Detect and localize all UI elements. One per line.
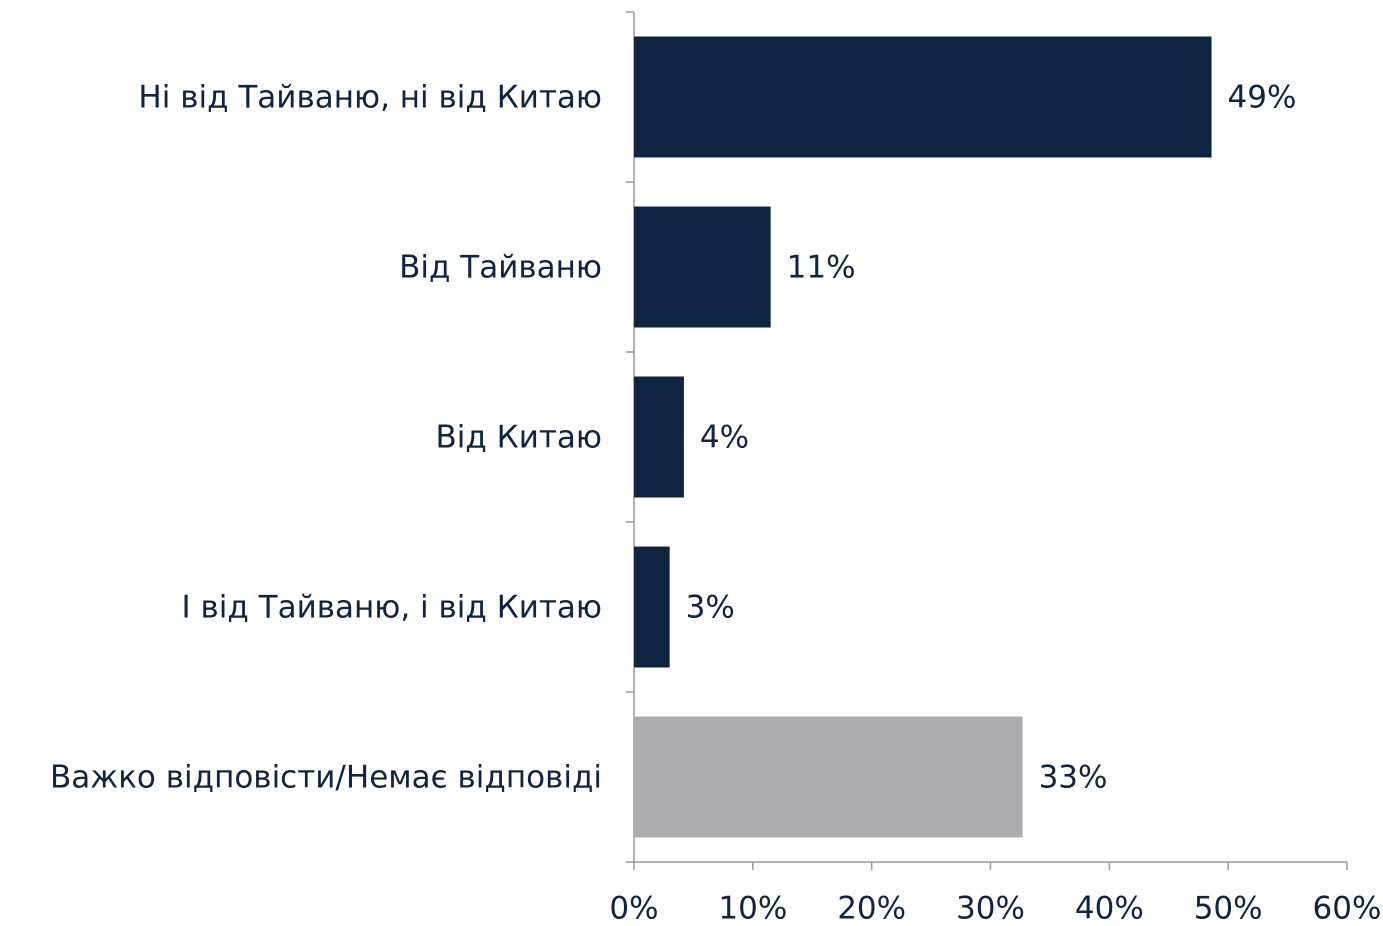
y-tick-label: Важко відповісти/Немає відповіді — [50, 760, 602, 796]
value-label: 11% — [787, 250, 856, 286]
bar — [634, 376, 684, 498]
value-label: 49% — [1228, 80, 1297, 116]
bar — [634, 36, 1212, 158]
y-tick-label: Від Китаю — [436, 420, 602, 456]
x-tick-label: 10% — [718, 891, 787, 926]
bar — [634, 546, 670, 668]
bar — [634, 206, 771, 328]
x-tick-label: 20% — [837, 891, 906, 926]
x-tick-label: 0% — [609, 891, 658, 926]
x-tick-label: 30% — [956, 891, 1025, 926]
x-tick-label: 50% — [1194, 891, 1263, 926]
y-tick-label: І від Тайваню, і від Китаю — [181, 590, 602, 626]
x-tick-label: 40% — [1075, 891, 1144, 926]
x-tick-label: 60% — [1313, 891, 1382, 926]
y-tick-label: Ні від Тайваню, ні від Китаю — [138, 80, 602, 116]
value-label: 4% — [700, 420, 749, 456]
value-label: 3% — [686, 590, 735, 626]
value-label: 33% — [1039, 760, 1108, 796]
y-tick-label: Від Тайваню — [399, 250, 602, 286]
bar — [634, 716, 1023, 838]
